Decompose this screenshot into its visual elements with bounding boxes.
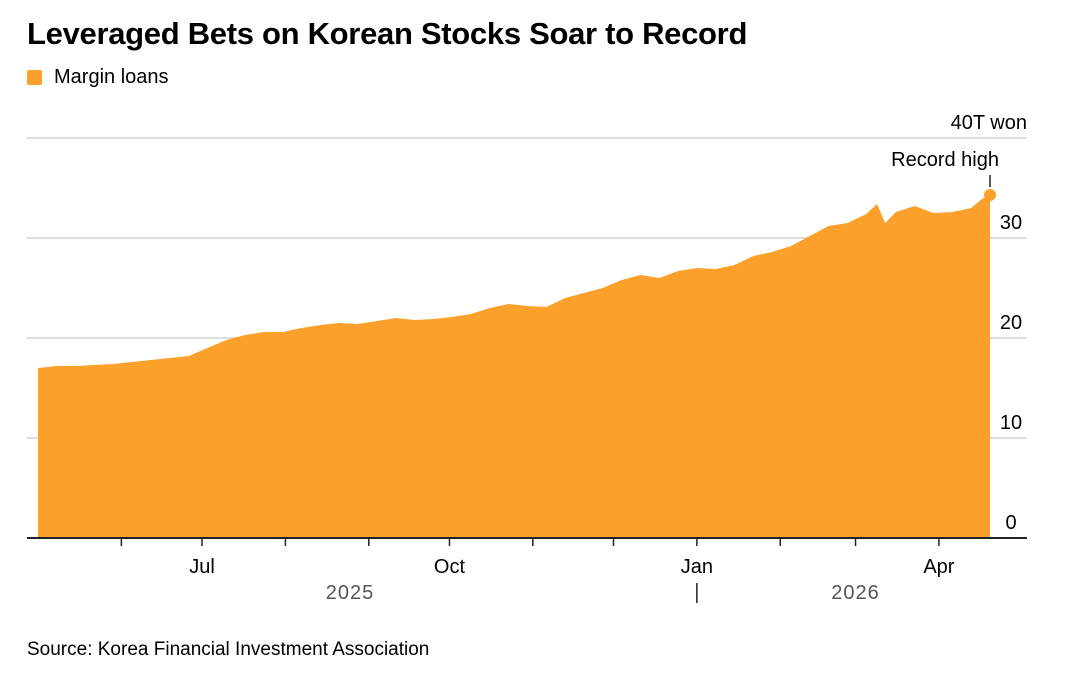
margin-loans-area (38, 195, 990, 538)
record-high-label: Record high (891, 149, 999, 171)
legend-label: Margin loans (54, 66, 169, 88)
x-month-label-jan: Jan (681, 556, 713, 578)
record-high-marker (984, 189, 996, 201)
x-month-label-apr: Apr (923, 556, 954, 578)
x-year-label-2026: 2026 (831, 582, 880, 604)
x-month-label-oct: Oct (434, 556, 466, 578)
y-tick-label-10: 10 (1000, 412, 1022, 434)
x-year-label-2025: 2025 (326, 582, 375, 604)
y-tick-label-40: 40T won (951, 112, 1027, 134)
y-tick-label-20: 20 (1000, 312, 1022, 334)
x-month-label-jul: Jul (189, 556, 215, 578)
legend: Margin loans (27, 66, 169, 89)
y-tick-label-0: 0 (1005, 512, 1016, 534)
chart-title: Leveraged Bets on Korean Stocks Soar to … (27, 16, 748, 51)
legend-swatch (27, 70, 42, 85)
y-tick-label-30: 30 (1000, 212, 1022, 234)
source-note: Source: Korea Financial Investment Assoc… (27, 639, 430, 660)
